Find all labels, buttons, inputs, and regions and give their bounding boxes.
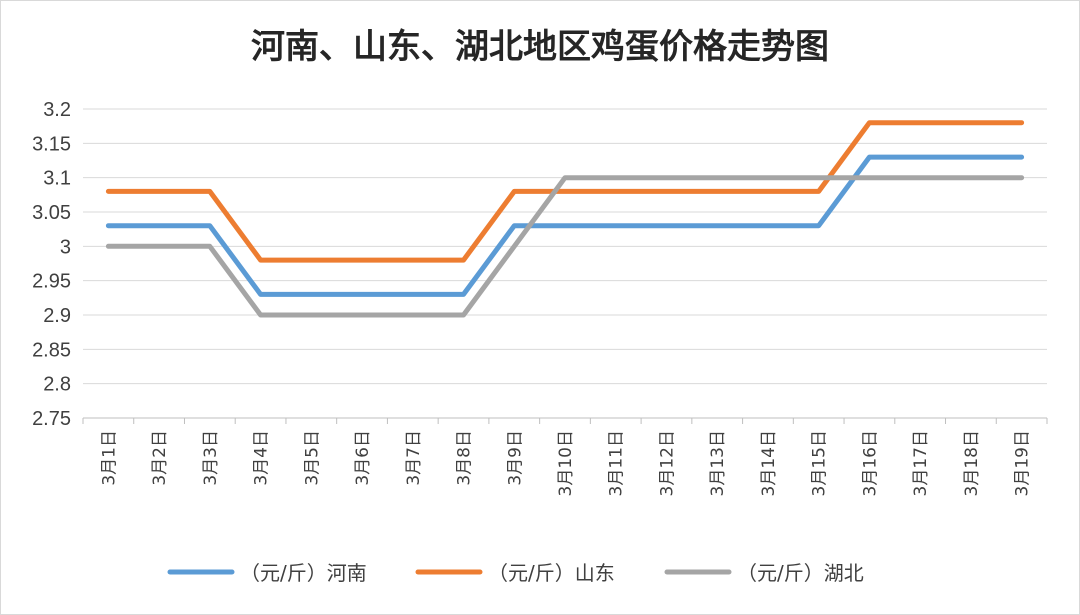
y-tick-label: 2.8 (43, 374, 71, 396)
x-tick-label: 3月2日 (150, 430, 170, 486)
legend-label: （元/斤）山东 (488, 561, 615, 585)
y-tick-label: 3.2 (43, 99, 71, 121)
x-tick-label: 3月4日 (252, 430, 272, 486)
y-tick-label: 2.95 (32, 271, 71, 293)
gridlines (83, 108, 1047, 385)
y-tick-label: 3 (60, 236, 71, 258)
y-tick-label: 2.85 (32, 339, 71, 361)
series-line-3 (105, 175, 1025, 318)
y-tick-label: 2.75 (32, 408, 71, 430)
y-tick-label: 3.1 (43, 168, 71, 190)
legend: （元/斤）河南 （元/斤）山东 （元/斤）湖北 (167, 561, 864, 585)
x-tick-label: 3月8日 (455, 430, 475, 486)
x-tick-label: 3月13日 (708, 430, 728, 496)
x-tick-label: 3月15日 (810, 430, 830, 496)
x-tick-label: 3月14日 (759, 430, 779, 496)
x-axis-tick-labels: 3月1日 3月2日 3月3日 3月4日 3月5日 3月6日 3月7日 3月8日 3月9日 3月10… (99, 430, 1032, 496)
x-tick-label: 3月18日 (962, 430, 982, 496)
x-tick-label: 3月17日 (911, 430, 931, 496)
x-tick-label: 3月5日 (302, 430, 322, 486)
x-tick-label: 3月1日 (99, 430, 119, 486)
legend-label: （元/斤）河南 (240, 561, 367, 585)
x-tick-label: 3月11日 (607, 430, 627, 496)
series-line-1 (105, 154, 1025, 297)
x-tick-label: 3月9日 (505, 430, 525, 486)
y-axis-tick-labels: 3.2 3.15 3.1 3.05 3 2.95 2.9 2.85 2.8 2.75 (32, 99, 71, 430)
series-line-2 (105, 120, 1025, 263)
x-tick-label: 3月19日 (1013, 430, 1033, 496)
series-lines (105, 120, 1025, 318)
x-tick-label: 3月10日 (556, 430, 576, 496)
x-tick-label: 3月6日 (353, 430, 373, 486)
x-tick-label: 3月12日 (657, 430, 677, 496)
y-tick-label: 3.05 (32, 202, 71, 224)
x-tick-label: 3月16日 (860, 430, 880, 496)
x-axis (82, 417, 1048, 424)
y-tick-label: 3.15 (32, 133, 71, 155)
y-tick-label: 2.9 (43, 305, 71, 327)
chart-title: 河南、山东、湖北地区鸡蛋价格走势图 (251, 27, 829, 67)
x-tick-label: 3月7日 (404, 430, 424, 486)
x-tick-label: 3月3日 (201, 430, 221, 486)
legend-label: （元/斤）湖北 (737, 561, 864, 585)
